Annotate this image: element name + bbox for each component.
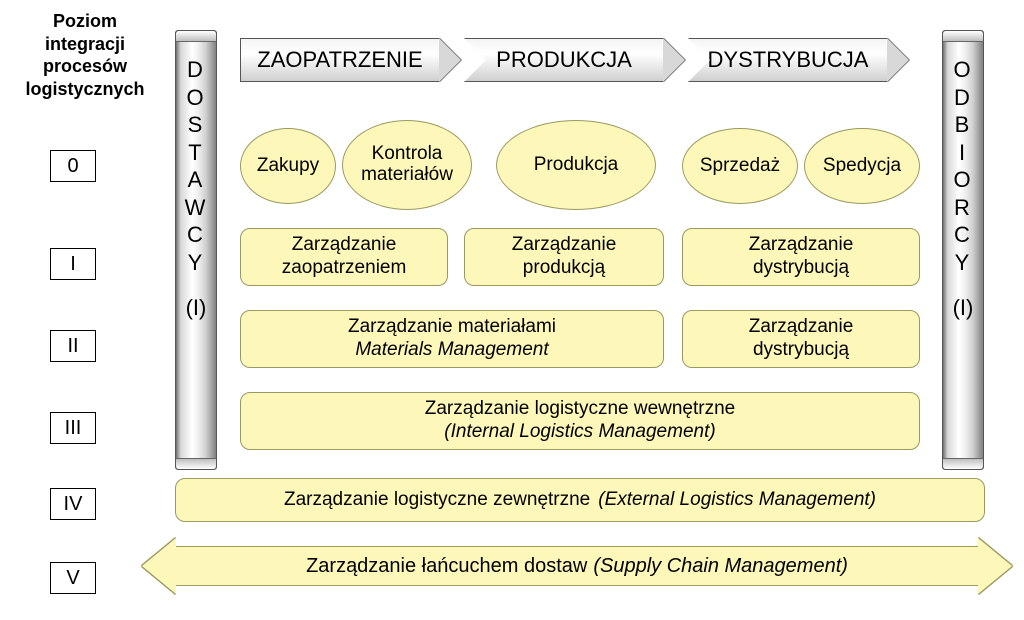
level-box-4: IV bbox=[50, 488, 96, 520]
ellipse-production: Produkcja bbox=[496, 120, 656, 210]
logistics-integration-diagram: Poziomintegracjiprocesówlogistycznych 0 … bbox=[10, 10, 1014, 610]
chevron-supply: ZAOPATRZENIE bbox=[240, 38, 440, 82]
pillar-recipients-sub: (I) bbox=[943, 294, 983, 322]
arrow-body: Zarządzanie łańcuchem dostaw (Supply Cha… bbox=[176, 546, 978, 586]
pillar-suppliers-label: DOSTAWCY (I) bbox=[176, 42, 216, 322]
chevron-distribution: DYSTRYBUCJA bbox=[688, 38, 888, 82]
left-title-text: Poziomintegracjiprocesówlogistycznych bbox=[25, 11, 144, 99]
rect-internal-logistics: Zarządzanie logistyczne wewnętrzne (Inte… bbox=[240, 392, 920, 450]
ellipse-sales: Sprzedaż bbox=[682, 128, 798, 204]
left-title: Poziomintegracjiprocesówlogistycznych bbox=[10, 10, 160, 100]
pillar-recipients: ODBIORCY (I) bbox=[942, 30, 984, 470]
level-box-3: III bbox=[50, 412, 96, 444]
rect-production-mgmt: Zarządzanieprodukcją bbox=[464, 228, 664, 286]
rect-external-logistics: Zarządzanie logistyczne zewnętrzne (Exte… bbox=[175, 478, 985, 522]
arrow-supply-chain: Zarządzanie łańcuchem dostaw (Supply Cha… bbox=[142, 546, 1012, 586]
rect-supply-mgmt: Zarządzaniezaopatrzeniem bbox=[240, 228, 448, 286]
pillar-suppliers: DOSTAWCY (I) bbox=[175, 30, 217, 470]
ellipse-material-control: Kontrolamateriałów bbox=[342, 120, 472, 210]
ellipse-shipping: Spedycja bbox=[804, 128, 920, 204]
level-box-1: I bbox=[50, 248, 96, 280]
rect-distribution-mgmt-2: Zarządzaniedystrybucją bbox=[682, 310, 920, 368]
level-box-2: II bbox=[50, 330, 96, 362]
arrow-right-head-icon bbox=[978, 538, 1012, 594]
arrow-left-head-icon bbox=[142, 538, 176, 594]
pillar-recipients-label: ODBIORCY (I) bbox=[943, 42, 983, 322]
chevron-production: PRODUKCJA bbox=[464, 38, 664, 82]
level-box-0: 0 bbox=[50, 150, 96, 182]
level-box-5: V bbox=[50, 562, 96, 594]
rect-distribution-mgmt-1: Zarządzaniedystrybucją bbox=[682, 228, 920, 286]
ellipse-purchasing: Zakupy bbox=[240, 128, 336, 204]
pillar-suppliers-sub: (I) bbox=[176, 294, 216, 322]
rect-materials-mgmt: Zarządzanie materiałami Materials Manage… bbox=[240, 310, 664, 368]
